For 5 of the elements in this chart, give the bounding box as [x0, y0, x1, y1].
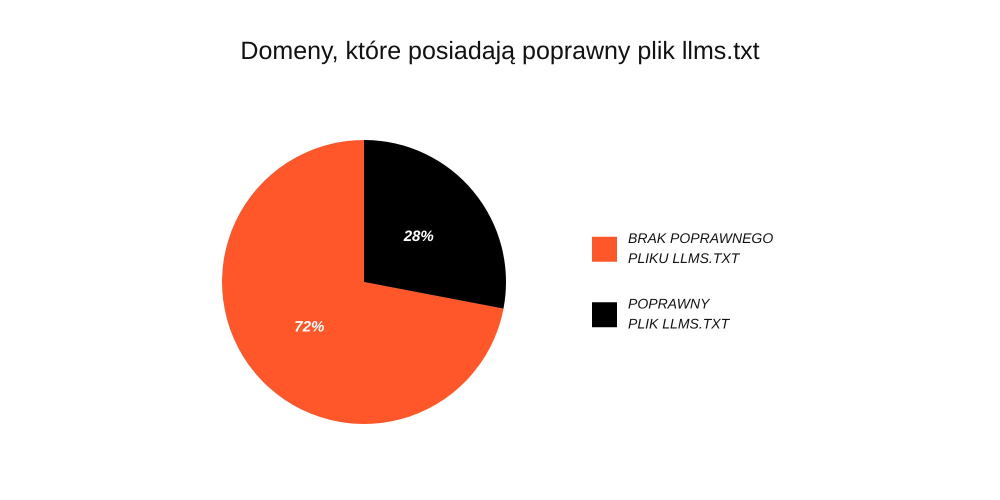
- chart-title: Domeny, które posiadają poprawny plik llms.txt: [240, 37, 760, 65]
- legend-label: BRAK POPRAWNEGO PLIKU LLMS.TXT: [628, 230, 774, 266]
- legend-label: POPRAWNY PLIK LLMS.TXT: [628, 296, 731, 332]
- data-label: 28%: [402, 228, 434, 245]
- data-label: 72%: [294, 318, 324, 336]
